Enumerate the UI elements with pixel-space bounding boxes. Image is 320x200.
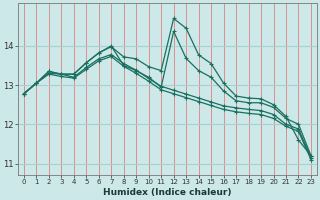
- X-axis label: Humidex (Indice chaleur): Humidex (Indice chaleur): [103, 188, 232, 197]
